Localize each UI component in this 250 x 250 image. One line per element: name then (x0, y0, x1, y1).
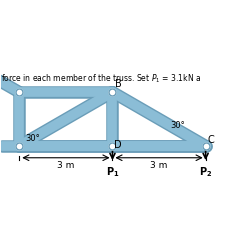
Text: 3 m: 3 m (57, 161, 74, 170)
Text: C: C (208, 135, 214, 145)
Text: $\mathbf{P_1}$: $\mathbf{P_1}$ (106, 165, 119, 179)
Text: force in each member of the truss. Set $P_1$ = 3.1kN a: force in each member of the truss. Set $… (1, 72, 201, 85)
Text: 3 m: 3 m (150, 161, 168, 170)
Text: 30°: 30° (170, 121, 185, 130)
Text: D: D (114, 140, 122, 150)
Text: B: B (115, 80, 122, 90)
Text: 30°: 30° (25, 134, 40, 143)
Text: $\mathbf{P_2}$: $\mathbf{P_2}$ (199, 165, 212, 179)
